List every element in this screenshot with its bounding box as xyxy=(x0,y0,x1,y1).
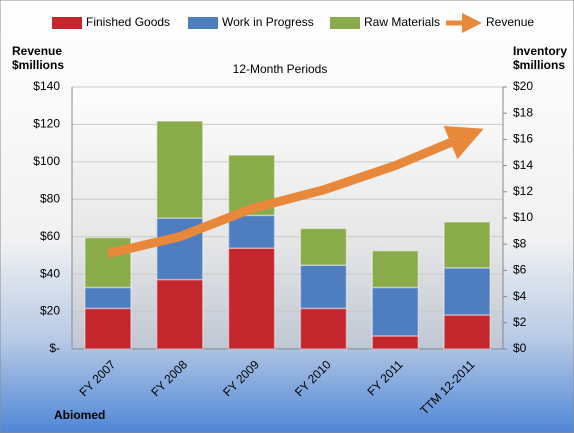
y-tick-label: $40 xyxy=(40,266,60,280)
bar-segment xyxy=(299,227,348,266)
bar-segment xyxy=(84,307,132,350)
y2-axis-title: $millions xyxy=(513,58,565,72)
bar-segment xyxy=(84,286,132,310)
legend-label: Revenue xyxy=(486,15,534,29)
y2-tick-label: $8 xyxy=(513,236,527,250)
bar-segment xyxy=(443,267,491,316)
y2-tick-label: $18 xyxy=(513,105,533,119)
y2-tick-label: $6 xyxy=(513,263,527,277)
y-tick-label: $120 xyxy=(33,117,60,131)
legend-swatch xyxy=(52,17,82,29)
legend-swatch xyxy=(330,17,360,29)
y-tick-label: $140 xyxy=(33,79,60,93)
bar-segment xyxy=(443,221,491,269)
company-name: Abiomed xyxy=(54,408,105,422)
y-tick-label: $80 xyxy=(40,191,60,205)
y2-axis-title: Inventory xyxy=(513,44,567,58)
bar-segment xyxy=(227,214,276,249)
y2-tick-label: $14 xyxy=(513,158,533,172)
bar-segment xyxy=(156,120,204,219)
y2-tick-label: $0 xyxy=(513,341,527,355)
y-axis-title: $millions xyxy=(12,58,64,72)
y-tick-label: $60 xyxy=(40,229,60,243)
legend-swatch xyxy=(188,17,218,29)
bar-segment xyxy=(84,236,132,289)
y-axis-title: Revenue xyxy=(12,44,62,58)
y2-tick-label: $16 xyxy=(513,132,533,146)
legend-label: Raw Materials xyxy=(364,15,440,29)
bar-segment xyxy=(371,335,419,350)
legend-label: Finished Goods xyxy=(86,15,170,29)
y2-tick-label: $12 xyxy=(513,184,533,198)
bar-segment xyxy=(371,250,419,289)
legend-label: Work in Progress xyxy=(222,15,314,29)
bar-segment xyxy=(443,314,491,350)
y2-tick-label: $2 xyxy=(513,315,527,329)
y-tick-label: $20 xyxy=(40,304,60,318)
legend: Finished Goods Work in Progress Raw Materi… xyxy=(52,13,534,33)
y2-tick-label: $20 xyxy=(513,79,533,93)
bar-segment xyxy=(227,247,276,350)
y2-tick-label: $4 xyxy=(513,289,527,303)
bar-segment xyxy=(371,286,419,337)
y-tick-label: $100 xyxy=(33,154,60,168)
y2-tick-label: $10 xyxy=(513,210,533,224)
y-tick-label: $- xyxy=(49,341,60,355)
bar-segment xyxy=(299,307,348,350)
revenue-line xyxy=(106,125,484,258)
bar-segment xyxy=(156,278,204,350)
plot-area xyxy=(72,87,503,349)
bar-segment xyxy=(299,264,348,310)
chart-title: 12-Month Periods xyxy=(233,62,328,76)
